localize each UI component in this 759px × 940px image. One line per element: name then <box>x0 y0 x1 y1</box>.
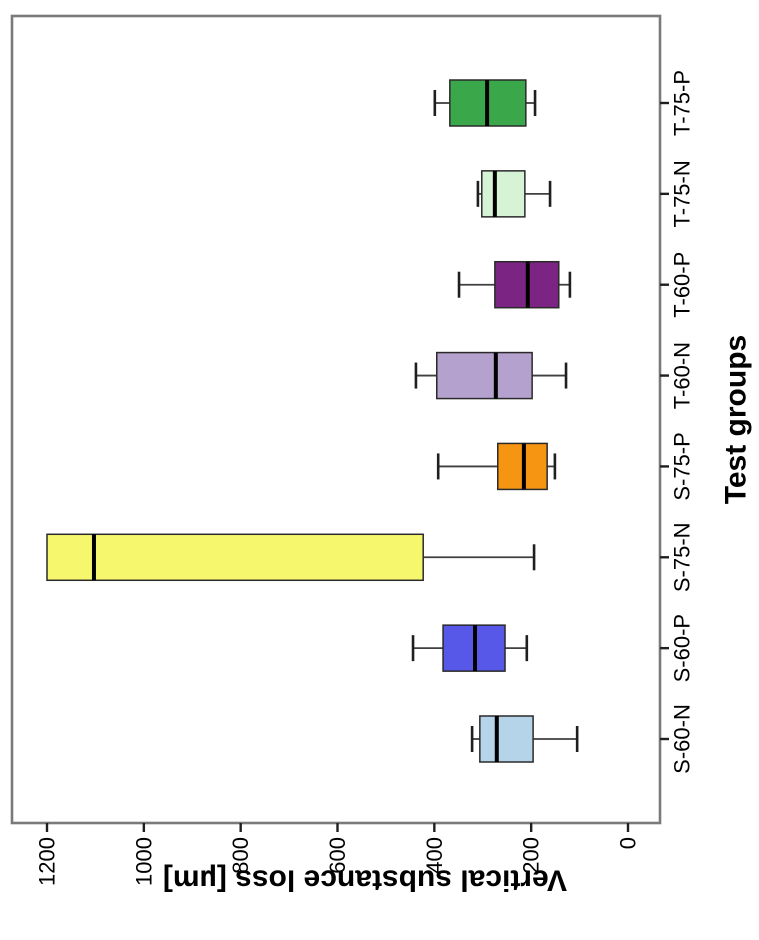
value-axis-title: Vertical substance loss [µm] <box>163 864 567 897</box>
box-S-75-N <box>46 533 424 582</box>
category-axis-tick-label: T-75-P <box>670 70 695 136</box>
category-axis-tick-label: S-75-P <box>670 432 695 500</box>
category-axis-tick-label: S-60-N <box>670 704 695 774</box>
value-axis-tick-label: 400 <box>422 837 447 874</box>
category-axis-tick-label: S-75-N <box>670 522 695 592</box>
value-axis-tick-label: 800 <box>228 837 253 874</box>
box-T-75-N <box>481 170 526 218</box>
category-axis-tick-label: T-75-N <box>670 160 695 227</box>
category-axis-tick-label: T-60-P <box>670 252 695 318</box>
category-axis-tick-label: T-60-N <box>670 342 695 409</box>
rotated-chart-root: 0 200 400 600 800 1000 1200 Vertical substance … <box>10 14 753 897</box>
value-axis-tick-label: 0 <box>616 837 641 849</box>
category-axis-tick-label: S-60-P <box>670 614 695 682</box>
value-axis-tick-label: 1200 <box>35 837 60 886</box>
category-axis-title: Test groups <box>720 335 753 504</box>
value-axis-tick-label: 1000 <box>131 837 156 886</box>
value-axis-tick-label: 600 <box>325 837 350 874</box>
box-T-60-N <box>436 351 533 400</box>
box-S-60-N <box>479 715 534 763</box>
plot-frame <box>10 14 662 825</box>
value-axis-tick-label: 200 <box>519 837 544 874</box>
